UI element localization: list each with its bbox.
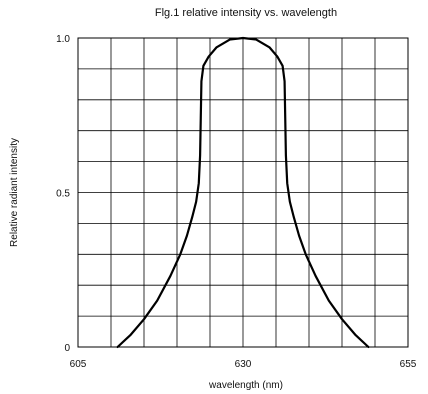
chart-title: Flg.1 relative intensity vs. wavelength: [155, 7, 337, 19]
x-tick-label: 655: [400, 359, 417, 370]
plot-grid: [78, 38, 408, 347]
x-axis-ticks: 605 630 655: [70, 359, 417, 370]
y-tick-label: 0.5: [56, 189, 70, 200]
y-axis-label: Relative radiant intensity: [9, 138, 20, 247]
series-line-intensity: [116, 36, 370, 349]
x-tick-label: 630: [235, 359, 252, 370]
x-tick-label: 605: [70, 359, 87, 370]
y-tick-label: 1.0: [56, 34, 70, 45]
x-axis-label: wavelength (nm): [208, 380, 283, 391]
y-axis-ticks: 0 0.5 1.0: [56, 34, 70, 354]
y-tick-label: 0: [64, 343, 70, 354]
